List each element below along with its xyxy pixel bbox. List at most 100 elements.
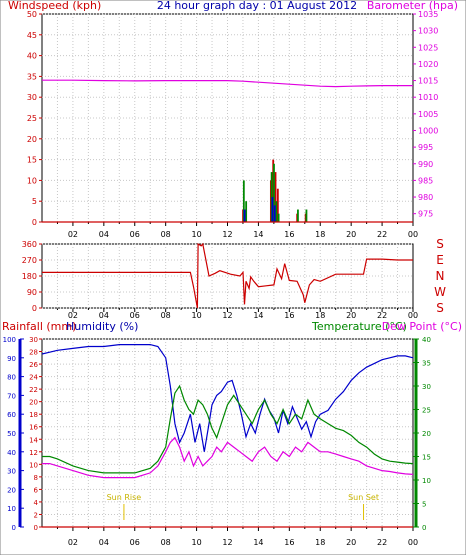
humidity-tick-label: 60 bbox=[7, 411, 16, 419]
x-tick-label: 10 bbox=[191, 311, 201, 320]
compass-label: S bbox=[436, 237, 444, 251]
wind-barometer-panel: 02 04 06 08 10 12 14 16 18 20 22 000510152025303540… bbox=[27, 10, 439, 239]
x-tick-label: 12 bbox=[222, 538, 232, 547]
x-tick-label: 14 bbox=[253, 230, 263, 239]
compass-label: N bbox=[436, 269, 445, 283]
temperature-tick-label: 5 bbox=[422, 501, 426, 509]
x-tick-label: 14 bbox=[253, 538, 263, 547]
humidity-tick-label: 0 bbox=[12, 524, 16, 532]
x-tick-label: 04 bbox=[99, 538, 109, 547]
rain-tick-label: 8 bbox=[34, 474, 38, 482]
wind-direction-line bbox=[42, 242, 413, 309]
x-tick-label: 06 bbox=[130, 230, 140, 239]
barometer-axis-label: Barometer (hpa) bbox=[367, 0, 458, 12]
x-tick-label: 06 bbox=[130, 538, 140, 547]
y-right-tick-label: 1030 bbox=[418, 27, 438, 36]
rain-tick-label: 12 bbox=[29, 449, 38, 457]
x-tick-label: 22 bbox=[377, 230, 387, 239]
x-tick-label: 18 bbox=[315, 230, 325, 239]
dewpoint-axis-label: Dew Point (°C) bbox=[382, 320, 462, 333]
x-tick-label: 20 bbox=[346, 230, 356, 239]
series-line bbox=[41, 344, 414, 452]
y-tick-label: 0 bbox=[32, 218, 37, 227]
compass-label: W bbox=[434, 285, 446, 299]
rain-tick-label: 26 bbox=[29, 361, 38, 369]
x-tick-label: 04 bbox=[99, 311, 109, 320]
y-tick-label: 50 bbox=[27, 10, 37, 19]
windspeed-axis-label: Windspeed (kph) bbox=[8, 0, 101, 12]
y-tick-label: 40 bbox=[27, 52, 37, 61]
rain-tick-label: 16 bbox=[29, 424, 38, 432]
x-tick-label: 04 bbox=[99, 230, 109, 239]
rain-tick-label: 14 bbox=[29, 436, 38, 444]
y-right-tick-label: 1020 bbox=[418, 60, 438, 69]
x-tick-label: 02 bbox=[68, 538, 78, 547]
chart-title: 24 hour graph day : 01 August 2012 bbox=[157, 0, 357, 12]
wind-bar bbox=[305, 209, 308, 222]
humidity-tick-label: 90 bbox=[7, 355, 16, 363]
series-line bbox=[42, 436, 414, 479]
series-line bbox=[42, 384, 414, 474]
rain-humidity-temperature-panel: 02 04 06 08 10 12 14 16 18 20 22 000246810121416182… bbox=[3, 336, 431, 547]
x-tick-label: 10 bbox=[191, 538, 201, 547]
wind-bar bbox=[242, 180, 245, 222]
sunrise-label: Sun Rise bbox=[107, 493, 142, 502]
rain-tick-label: 18 bbox=[29, 411, 38, 419]
x-tick-label: 16 bbox=[284, 538, 294, 547]
wind-bar bbox=[276, 188, 279, 222]
y-right-tick-label: 1015 bbox=[418, 77, 438, 86]
y-tick-label: 20 bbox=[27, 135, 37, 144]
y-right-tick-label: 980 bbox=[418, 193, 433, 202]
x-tick-label: 14 bbox=[253, 311, 263, 320]
rain-tick-label: 6 bbox=[34, 486, 39, 494]
wind-bar bbox=[245, 201, 248, 222]
y-tick-label: 30 bbox=[27, 93, 37, 102]
x-tick-label: 02 bbox=[68, 230, 78, 239]
temperature-tick-label: 20 bbox=[422, 430, 431, 438]
humidity-axis-label: Humidity (%) bbox=[66, 320, 138, 333]
rain-tick-label: 28 bbox=[29, 349, 38, 357]
humidity-tick-label: 40 bbox=[7, 449, 16, 457]
y-tick-label: 15 bbox=[27, 156, 37, 165]
sunset-label: Sun Set bbox=[348, 493, 379, 502]
humidity-tick-label: 80 bbox=[7, 374, 16, 382]
x-tick-label: 10 bbox=[191, 230, 201, 239]
y-tick-label: 10 bbox=[27, 176, 37, 185]
rain-tick-label: 22 bbox=[29, 386, 38, 394]
barometer-line bbox=[42, 79, 413, 88]
x-tick-label: 22 bbox=[377, 311, 387, 320]
temperature-axis-label: Temperature (°C) bbox=[311, 320, 407, 333]
temperature-tick-label: 10 bbox=[422, 477, 431, 485]
rain-tick-label: 2 bbox=[34, 511, 38, 519]
rain-tick-label: 30 bbox=[29, 336, 38, 344]
y-tick-label: 25 bbox=[27, 114, 37, 123]
y-right-tick-label: 1010 bbox=[418, 93, 438, 102]
x-tick-label: 22 bbox=[377, 538, 387, 547]
x-tick-label: 00 bbox=[408, 538, 418, 547]
x-tick-label: 20 bbox=[346, 311, 356, 320]
humidity-tick-label: 10 bbox=[7, 505, 16, 513]
x-tick-label: 16 bbox=[284, 311, 294, 320]
temperature-tick-label: 40 bbox=[422, 336, 431, 344]
wind-bar bbox=[297, 209, 299, 222]
rain-tick-label: 4 bbox=[34, 499, 39, 507]
y-right-tick-label: 995 bbox=[418, 143, 433, 152]
x-tick-label: 08 bbox=[161, 538, 171, 547]
humidity-tick-label: 100 bbox=[3, 336, 16, 344]
y-tick-label: 35 bbox=[27, 72, 37, 81]
y-right-tick-label: 985 bbox=[418, 176, 433, 185]
humidity-tick-label: 20 bbox=[7, 486, 16, 494]
rain-tick-label: 0 bbox=[34, 524, 38, 532]
y-right-tick-label: 1005 bbox=[418, 110, 438, 119]
y-tick-label: 45 bbox=[27, 31, 37, 40]
x-tick-label: 00 bbox=[408, 311, 418, 320]
compass-label: E bbox=[436, 253, 444, 267]
rain-tick-label: 10 bbox=[29, 461, 38, 469]
x-tick-label: 18 bbox=[315, 538, 325, 547]
temperature-tick-label: 15 bbox=[422, 454, 431, 462]
y-right-tick-label: 975 bbox=[418, 210, 433, 219]
x-tick-label: 08 bbox=[161, 230, 171, 239]
humidity-tick-label: 30 bbox=[7, 468, 16, 476]
y-right-tick-label: 1035 bbox=[418, 10, 438, 19]
